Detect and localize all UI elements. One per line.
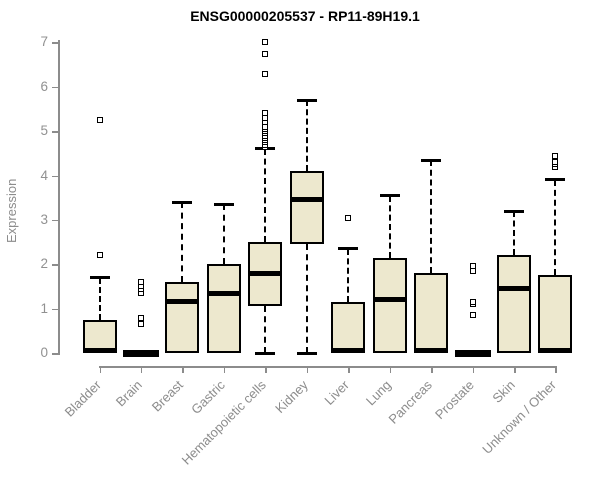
outlier-point [137, 314, 144, 321]
outlier-point [137, 321, 144, 328]
y-axis-tick [52, 308, 58, 311]
y-axis-tick [52, 42, 58, 44]
median-line [414, 348, 449, 353]
x-axis-tick [182, 366, 184, 373]
y-tick-label: 2 [40, 256, 48, 272]
x-axis-tick [555, 366, 557, 373]
outlier-point [469, 263, 476, 270]
y-axis-label: Expression [4, 178, 19, 243]
outlier-point [96, 252, 103, 259]
box-Liver [331, 301, 366, 353]
box-flat-Prostate [454, 349, 491, 357]
outlier-point [262, 110, 269, 117]
outlier-point [552, 159, 559, 166]
whisker-lower [305, 244, 308, 353]
outlier-point [469, 298, 476, 305]
box-Breast [165, 282, 200, 353]
box-Gastric [206, 264, 241, 353]
whisker-cap-upper [379, 194, 400, 198]
outlier-point [552, 152, 559, 159]
whisker-upper [305, 100, 308, 172]
x-axis-tick [265, 366, 267, 373]
whisker-cap-upper [545, 178, 566, 182]
median-line [165, 299, 200, 305]
whisker-upper [222, 204, 225, 265]
outlier-point [262, 50, 269, 57]
y-tick-label: 6 [40, 78, 48, 94]
whisker-cap-upper [296, 98, 317, 102]
whisker-upper [347, 248, 350, 302]
median-line [206, 290, 241, 296]
box-Bladder [82, 319, 117, 353]
outlier-point [262, 70, 269, 77]
whisker-cap-upper [172, 200, 193, 204]
median-line [538, 348, 573, 353]
whisker-upper [388, 195, 391, 258]
y-tick-label: 1 [40, 300, 48, 316]
whisker-cap-upper [421, 158, 442, 162]
median-line [248, 270, 283, 276]
whisker-lower [264, 306, 267, 353]
y-axis-line [58, 40, 60, 355]
whisker-cap-upper [89, 276, 110, 280]
median-line [289, 197, 324, 203]
whisker-cap-lower [255, 351, 276, 355]
outlier-point [469, 312, 476, 319]
box-Pancreas [414, 273, 449, 353]
y-axis-tick [52, 264, 58, 266]
whisker-upper [554, 179, 557, 276]
x-axis-tick [306, 366, 309, 373]
box-Skin [497, 255, 531, 353]
y-axis-tick [52, 353, 58, 355]
y-tick-label: 0 [40, 345, 48, 360]
outlier-point [137, 279, 144, 286]
median-line [82, 348, 117, 353]
x-axis-line [98, 366, 557, 368]
whisker-upper [98, 277, 101, 320]
x-axis-tick [223, 366, 226, 373]
whisker-upper [181, 202, 184, 283]
box-Unknown / Other [538, 275, 573, 353]
outlier-point [262, 39, 269, 46]
whisker-upper [513, 211, 515, 256]
y-axis-tick [52, 175, 58, 178]
y-axis-tick [52, 86, 58, 89]
outlier-point [96, 117, 103, 124]
chart-title: ENSG00000205537 - RP11-89H19.1 [190, 8, 420, 24]
median-line [372, 297, 407, 303]
box-flat-Brain [122, 349, 159, 357]
whisker-cap-upper [213, 202, 234, 206]
y-axis-tick [52, 131, 58, 133]
x-axis-tick [431, 366, 433, 373]
whisker-cap-upper [338, 247, 359, 251]
whisker-upper [264, 148, 267, 243]
y-tick-label: 7 [40, 34, 48, 50]
whisker-upper [430, 160, 433, 274]
outlier-point [345, 214, 352, 221]
y-tick-label: 3 [40, 211, 48, 227]
x-axis-tick [140, 366, 143, 373]
x-axis-tick [514, 366, 516, 373]
y-tick-label: 5 [40, 123, 48, 139]
y-tick-label: 4 [40, 167, 48, 183]
box-Lung [372, 257, 407, 353]
median-line [331, 348, 366, 353]
whisker-cap-lower [296, 351, 317, 355]
box-Kidney [289, 171, 324, 245]
x-axis-tick [348, 366, 350, 373]
whisker-cap-upper [504, 209, 524, 213]
median-line [497, 286, 531, 292]
x-axis-tick [389, 366, 392, 373]
y-axis-tick [52, 219, 58, 222]
x-axis-tick [99, 366, 101, 373]
x-axis-tick [472, 366, 475, 373]
